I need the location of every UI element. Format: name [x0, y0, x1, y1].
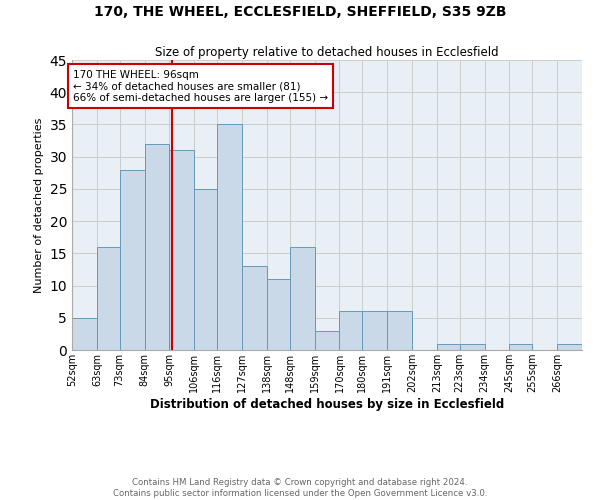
Bar: [169, 150, 194, 350]
Bar: [314, 330, 340, 350]
Bar: [557, 344, 582, 350]
Bar: [362, 312, 387, 350]
Bar: [119, 170, 145, 350]
Bar: [97, 247, 119, 350]
Bar: [290, 247, 314, 350]
Bar: [217, 124, 242, 350]
X-axis label: Distribution of detached houses by size in Ecclesfield: Distribution of detached houses by size …: [150, 398, 504, 411]
Text: 170, THE WHEEL, ECCLESFIELD, SHEFFIELD, S35 9ZB: 170, THE WHEEL, ECCLESFIELD, SHEFFIELD, …: [94, 5, 506, 19]
Title: Size of property relative to detached houses in Ecclesfield: Size of property relative to detached ho…: [155, 46, 499, 59]
Bar: [340, 312, 362, 350]
Bar: [437, 344, 460, 350]
Text: Contains HM Land Registry data © Crown copyright and database right 2024.
Contai: Contains HM Land Registry data © Crown c…: [113, 478, 487, 498]
Bar: [145, 144, 169, 350]
Bar: [387, 312, 412, 350]
Bar: [242, 266, 267, 350]
Bar: [72, 318, 97, 350]
Bar: [267, 279, 290, 350]
Y-axis label: Number of detached properties: Number of detached properties: [34, 118, 44, 292]
Text: 170 THE WHEEL: 96sqm
← 34% of detached houses are smaller (81)
66% of semi-detac: 170 THE WHEEL: 96sqm ← 34% of detached h…: [73, 70, 328, 103]
Bar: [509, 344, 532, 350]
Bar: [194, 189, 217, 350]
Bar: [460, 344, 485, 350]
